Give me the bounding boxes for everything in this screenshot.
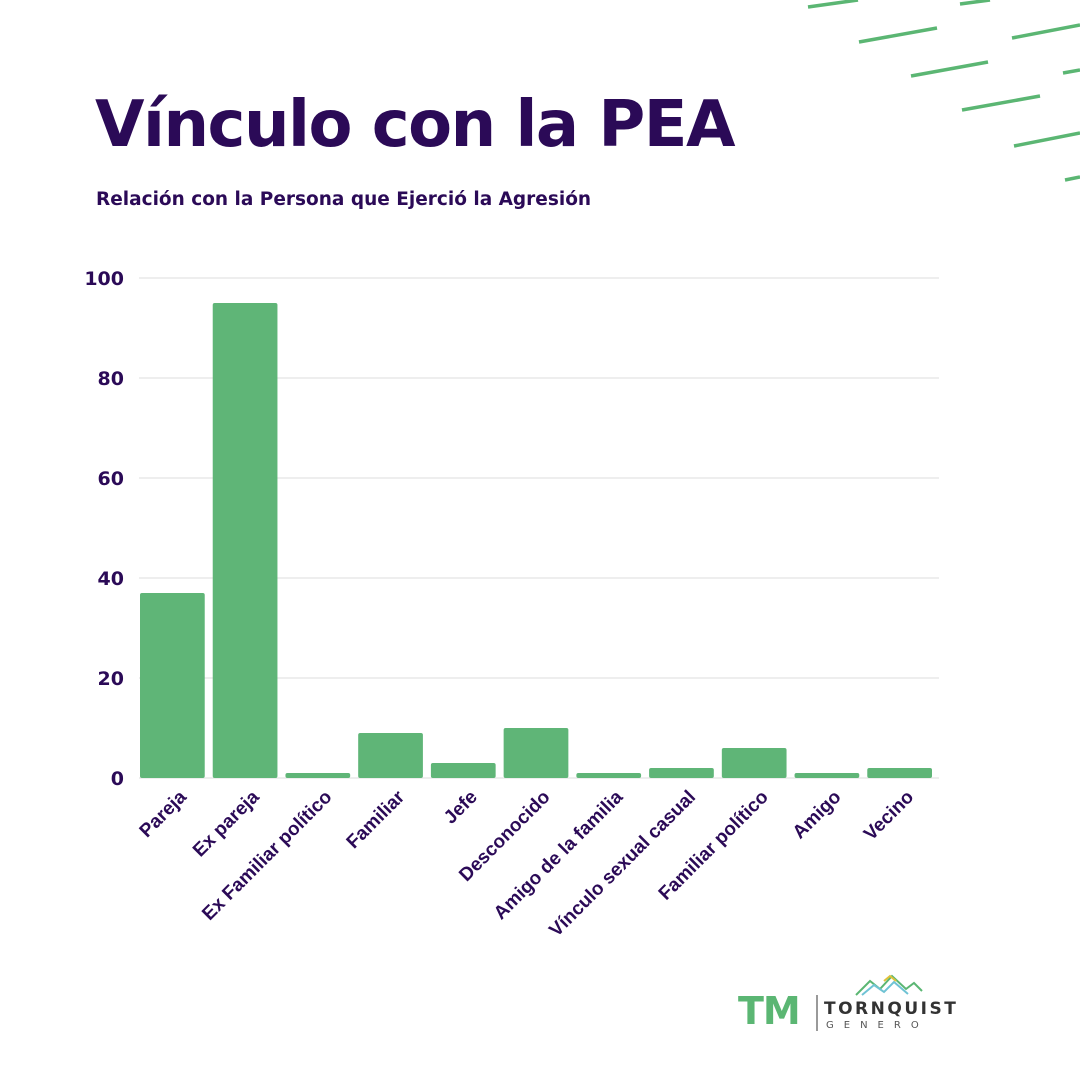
bar-1 xyxy=(140,593,205,778)
x-tick-label: Vínculo sexual casual xyxy=(545,787,699,941)
page-subtitle: Relación con la Persona que Ejerció la A… xyxy=(96,189,592,210)
x-tick-label: Amigo xyxy=(789,787,846,844)
logo-wordmark: TORNQUIST xyxy=(824,999,959,1019)
bar-5 xyxy=(430,763,496,778)
y-tick-label: 0 xyxy=(111,768,124,790)
y-tick-label: 100 xyxy=(84,268,124,290)
y-axis-ticks: 0 20 40 60 80 100 xyxy=(84,268,124,790)
x-tick-label: Ex Familiar político xyxy=(198,787,336,925)
tornquist-genero-logo: TM TORNQUIST GENERO xyxy=(738,973,968,1035)
bar-11 xyxy=(867,768,932,778)
y-tick-label: 20 xyxy=(98,668,124,690)
decorative-stripes xyxy=(807,0,1080,182)
bar-6 xyxy=(503,728,569,778)
bar-9 xyxy=(721,748,787,778)
x-tick-label: Familiar xyxy=(343,786,410,853)
logo-divider xyxy=(816,995,818,1031)
x-tick-label: Jefe xyxy=(440,787,482,829)
page-title: Vínculo con la PEA xyxy=(95,88,736,162)
logo-mark: TM xyxy=(738,989,801,1033)
bar-3 xyxy=(285,773,351,778)
bar-7 xyxy=(576,773,642,778)
bar-4 xyxy=(358,733,423,778)
bar-10 xyxy=(794,773,860,778)
bar-2 xyxy=(212,303,278,778)
x-tick-label: Amigo de la familia xyxy=(490,786,628,924)
logo-subword: GENERO xyxy=(826,1020,929,1031)
x-tick-label: Vecino xyxy=(860,787,918,845)
y-tick-label: 40 xyxy=(98,568,124,590)
mountains-icon xyxy=(855,974,923,996)
x-tick-label: Pareja xyxy=(136,786,191,841)
bar-8 xyxy=(649,768,714,778)
x-tick-label: Ex pareja xyxy=(189,786,264,861)
chart-bars xyxy=(140,303,932,778)
y-tick-label: 60 xyxy=(98,468,124,490)
y-tick-label: 80 xyxy=(98,368,124,390)
